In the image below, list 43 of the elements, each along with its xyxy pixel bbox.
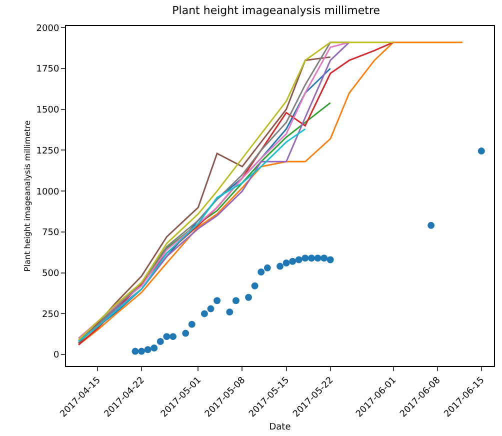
point [138, 348, 146, 355]
point [282, 260, 290, 267]
point [478, 148, 485, 155]
line-series [78, 128, 306, 342]
y-tick-label: 1250 [36, 146, 60, 156]
point [428, 222, 435, 229]
point [308, 254, 315, 262]
point [302, 254, 309, 262]
point [144, 346, 152, 354]
point [289, 258, 296, 265]
point [214, 297, 221, 304]
point [258, 268, 265, 276]
y-tick-label: 250 [42, 310, 60, 320]
y-tick-label: 500 [42, 268, 60, 279]
y-tick-label: 1500 [36, 106, 60, 116]
point [276, 262, 284, 270]
point [245, 294, 252, 301]
line-series [78, 42, 464, 346]
point [163, 333, 170, 340]
point [314, 254, 322, 262]
y-tick-label: 750 [42, 228, 60, 238]
point [226, 308, 234, 316]
point [295, 256, 302, 264]
x-axis-title: Date [269, 422, 292, 432]
point [251, 282, 258, 290]
y-tick-label: 0 [53, 350, 60, 361]
y-tick-label: 1000 [36, 187, 60, 198]
point [182, 330, 190, 337]
point [156, 338, 164, 345]
point [207, 305, 214, 312]
y-tick-label: 2000 [36, 24, 60, 34]
point [150, 344, 158, 352]
point [200, 310, 208, 318]
point [320, 254, 328, 262]
point [132, 348, 139, 355]
point [232, 297, 240, 304]
point [264, 264, 271, 272]
y-axis-title: Plant height imageanalysis millimetre [22, 120, 32, 272]
y-tick-label: 1750 [36, 64, 60, 75]
point [326, 256, 334, 264]
point [188, 320, 196, 328]
point [170, 333, 176, 340]
chart-title: Plant height imageanalysis millimetre [172, 4, 380, 18]
